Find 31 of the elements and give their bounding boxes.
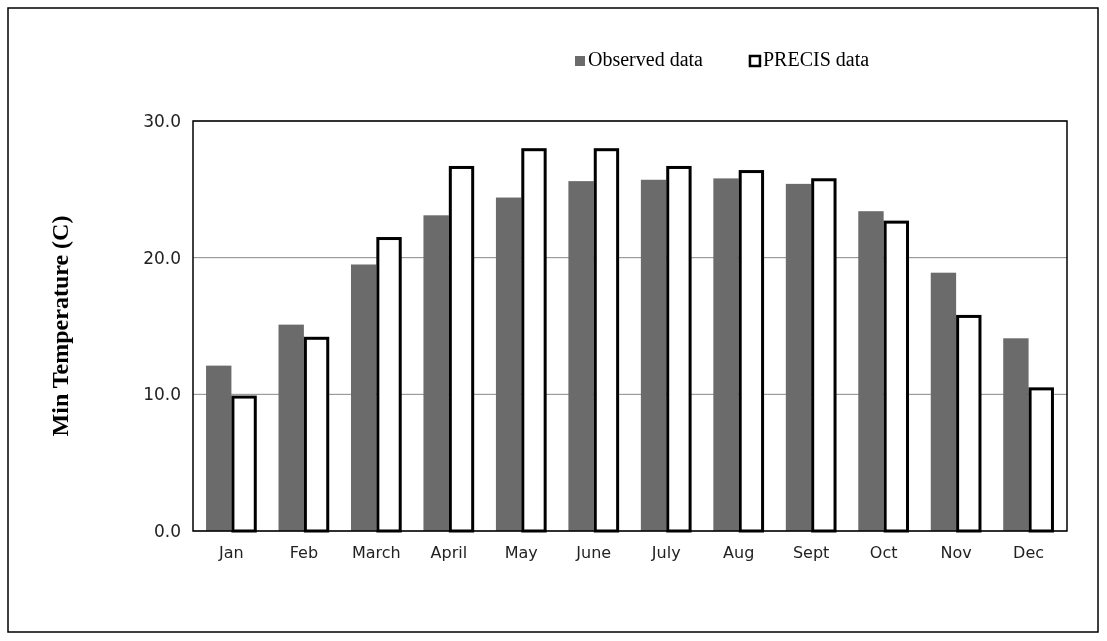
- y-tick-label: 10.0: [143, 384, 181, 405]
- x-tick-label: Sept: [792, 543, 830, 563]
- x-tick-label: May: [504, 543, 538, 563]
- x-tick-label: Dec: [1013, 543, 1045, 563]
- bar: [495, 197, 522, 531]
- x-tick-label: March: [351, 543, 401, 563]
- x-tick-label: Jan: [218, 543, 244, 563]
- x-tick-label: Nov: [940, 543, 972, 563]
- bar: [423, 215, 449, 531]
- y-tick-label: 30.0: [143, 110, 181, 131]
- bar: [640, 179, 667, 531]
- bar: [713, 178, 739, 531]
- x-tick-label: Oct: [869, 543, 898, 563]
- x-tick-label: June: [575, 543, 612, 563]
- x-tick-label: Aug: [723, 543, 755, 563]
- x-tick-label: July: [650, 543, 681, 563]
- x-tick-label: Feb: [289, 543, 319, 563]
- bar: [785, 183, 812, 531]
- bar: [568, 181, 594, 531]
- y-tick-label: 0.0: [153, 520, 181, 541]
- bar: [930, 272, 957, 531]
- y-tick-label: 20.0: [143, 247, 181, 268]
- legend-label: Observed data: [588, 48, 704, 70]
- legend-label: PRECIS data: [762, 48, 870, 70]
- x-tick-label: April: [430, 543, 468, 563]
- bar: [206, 365, 232, 531]
- bar: [278, 324, 304, 531]
- bar: [1003, 338, 1029, 531]
- bar: [858, 211, 884, 531]
- y-axis-title: Min Temperature (C): [47, 215, 73, 437]
- bar: [350, 264, 377, 531]
